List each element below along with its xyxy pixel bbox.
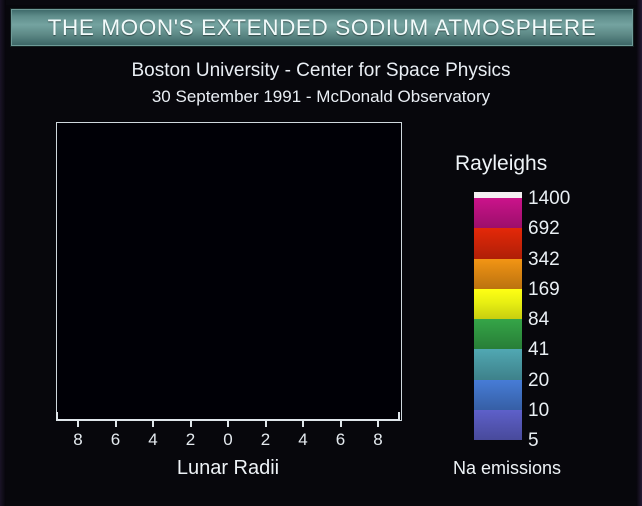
x-axis-cap-right [398,412,400,421]
slide-edge-bottom [0,501,642,506]
x-axis-tick [302,421,304,427]
colorbar-tick-label: 1400 [528,188,571,209]
colorbar-band [474,198,522,229]
x-axis-cap-left [56,412,58,421]
colorbar-footer-label: Na emissions [453,458,562,478]
sodium-emission-image [56,122,402,421]
x-axis-tick [264,421,267,427]
colorbar-tick-label: 84 [528,309,550,330]
colorbar-band [474,258,522,289]
x-axis-tick-label: 2 [185,430,196,449]
x-axis [56,412,400,428]
x-axis-tick-label: 8 [73,430,83,449]
colorbar-tick-labels: 1400 692 342 169 84 41 20 10 5 [528,188,628,452]
x-axis-tick-label: 2 [260,430,271,449]
page-title: THE MOON'S EXTENDED SODIUM ATMOSPHERE [47,14,597,40]
colorbar-band [474,288,522,319]
x-axis-tick [339,421,342,427]
x-axis-tick-labels: 8 6 4 2 0 2 4 6 8 [56,430,400,454]
x-axis-title: Lunar Radii [176,457,280,479]
colorbar-band [474,319,522,350]
x-axis-tick [114,421,117,427]
x-axis-tick-label: 8 [373,430,383,449]
x-axis-tick-label: 4 [148,430,158,449]
x-axis-tick [152,421,154,427]
colorbar-tick-label: 692 [528,218,560,240]
colorbar-tick-label: 20 [528,369,550,391]
colorbar-tick-label: 41 [528,339,550,361]
x-axis-tick-label: 0 [223,430,233,449]
colorbar-tick-label: 342 [528,248,560,270]
colorbar-cap-band [474,192,522,198]
x-axis-tick-label: 6 [335,430,346,449]
x-axis-tick-label: 6 [110,430,121,449]
title-banner: THE MOON'S EXTENDED SODIUM ATMOSPHERE [11,9,633,46]
colorbar-band [474,409,522,440]
slide-edge-top [0,0,642,5]
colorbar-tick-label: 169 [528,278,560,300]
colorbar-title: Rayleighs [455,152,548,175]
colorbar-band [474,379,522,410]
colorbar-tick-label: 5 [528,430,539,451]
colorbar [474,192,522,440]
x-axis-tick [189,421,192,427]
emission-heatmap-canvas [57,123,401,420]
x-axis-tick [377,421,379,427]
x-axis-tick-label: 4 [298,430,308,449]
colorbar-band [474,349,522,380]
x-axis-tick [77,421,79,427]
x-axis-line [56,419,400,421]
subtitle-date-observatory: 30 September 1991 - McDonald Observatory [151,87,491,106]
subtitle-institution: Boston University - Center for Space Phy… [131,60,511,81]
colorbar-tick-label: 10 [528,399,550,421]
x-axis-tick [227,421,229,427]
colorbar-band [474,228,522,259]
